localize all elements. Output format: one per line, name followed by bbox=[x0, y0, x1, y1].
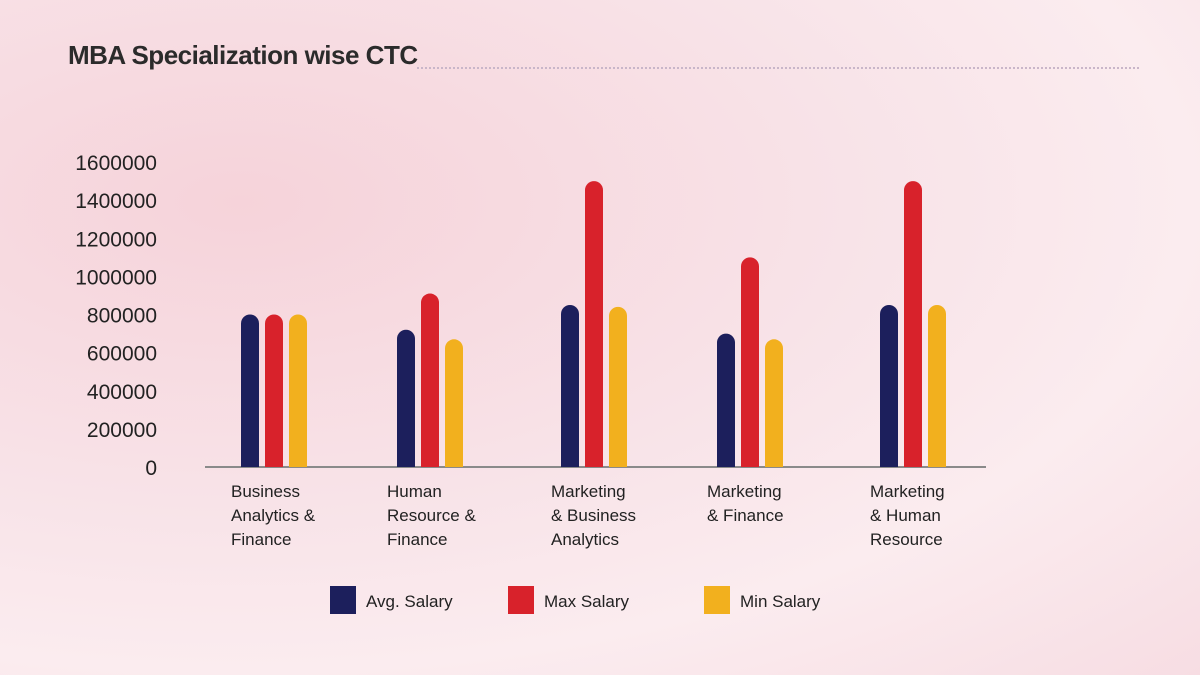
y-tick-label: 1600000 bbox=[75, 152, 157, 175]
x-category-label-line: Analytics bbox=[551, 530, 619, 549]
y-tick-label: 0 bbox=[145, 457, 157, 480]
y-tick-label: 800000 bbox=[87, 305, 157, 328]
x-category-label: Human Resource & Finance bbox=[387, 482, 476, 549]
y-tick-label: 600000 bbox=[87, 343, 157, 366]
x-category-label-line: Marketing bbox=[707, 482, 782, 501]
x-category-label-line: Resource bbox=[870, 530, 943, 549]
bar-avg-salary-5 bbox=[880, 304, 898, 467]
x-category-label-line: & Business bbox=[551, 506, 636, 525]
bar-max-salary-3 bbox=[585, 181, 603, 467]
bar-min-salary-3 bbox=[609, 306, 627, 467]
title-divider bbox=[417, 67, 1139, 69]
x-category-label-line: & Human bbox=[870, 506, 941, 525]
bar-avg-salary-4 bbox=[717, 333, 735, 467]
x-category-label-line: & Finance bbox=[707, 506, 784, 525]
legend-label: Min Salary bbox=[740, 592, 821, 611]
x-category-label: Business Analytics & Finance bbox=[231, 482, 316, 549]
x-category-label: Marketing & Business Analytics bbox=[551, 482, 636, 549]
bar-avg-salary-2 bbox=[397, 329, 415, 467]
y-tick-label: 1000000 bbox=[75, 266, 157, 289]
bar-max-salary-5 bbox=[904, 181, 922, 467]
legend-swatch bbox=[330, 586, 356, 614]
y-tick-label: 1200000 bbox=[75, 228, 157, 251]
y-tick-label: 400000 bbox=[87, 381, 157, 404]
x-category-label-line: Resource & bbox=[387, 506, 476, 525]
legend-label: Avg. Salary bbox=[366, 592, 453, 611]
x-category-label-line: Finance bbox=[387, 530, 447, 549]
x-category-label-line: Marketing bbox=[551, 482, 626, 501]
legend-label: Max Salary bbox=[544, 592, 630, 611]
x-category-label: Marketing & Finance bbox=[707, 482, 784, 525]
x-category-label-line: Finance bbox=[231, 530, 291, 549]
legend-swatch bbox=[508, 586, 534, 614]
x-category-label-line: Marketing bbox=[870, 482, 945, 501]
bar-avg-salary-3 bbox=[561, 304, 579, 467]
x-category-label: Marketing & Human Resource bbox=[870, 482, 945, 549]
x-category-label-line: Business bbox=[231, 482, 300, 501]
bar-max-salary-4 bbox=[741, 257, 759, 467]
x-category-label-line: Human bbox=[387, 482, 442, 501]
legend-swatch bbox=[704, 586, 730, 614]
y-tick-label: 1400000 bbox=[75, 190, 157, 213]
y-tick-label: 200000 bbox=[87, 419, 157, 442]
bar-avg-salary-1 bbox=[241, 314, 259, 467]
x-category-label-line: Analytics & bbox=[231, 506, 316, 525]
bar-min-salary-5 bbox=[928, 304, 946, 467]
bar-max-salary-1 bbox=[265, 314, 283, 467]
chart-title: MBA Specialization wise CTC bbox=[68, 40, 418, 70]
bar-min-salary-4 bbox=[765, 339, 783, 467]
bar-min-salary-2 bbox=[445, 339, 463, 467]
bar-min-salary-1 bbox=[289, 314, 307, 467]
bar-max-salary-2 bbox=[421, 293, 439, 467]
